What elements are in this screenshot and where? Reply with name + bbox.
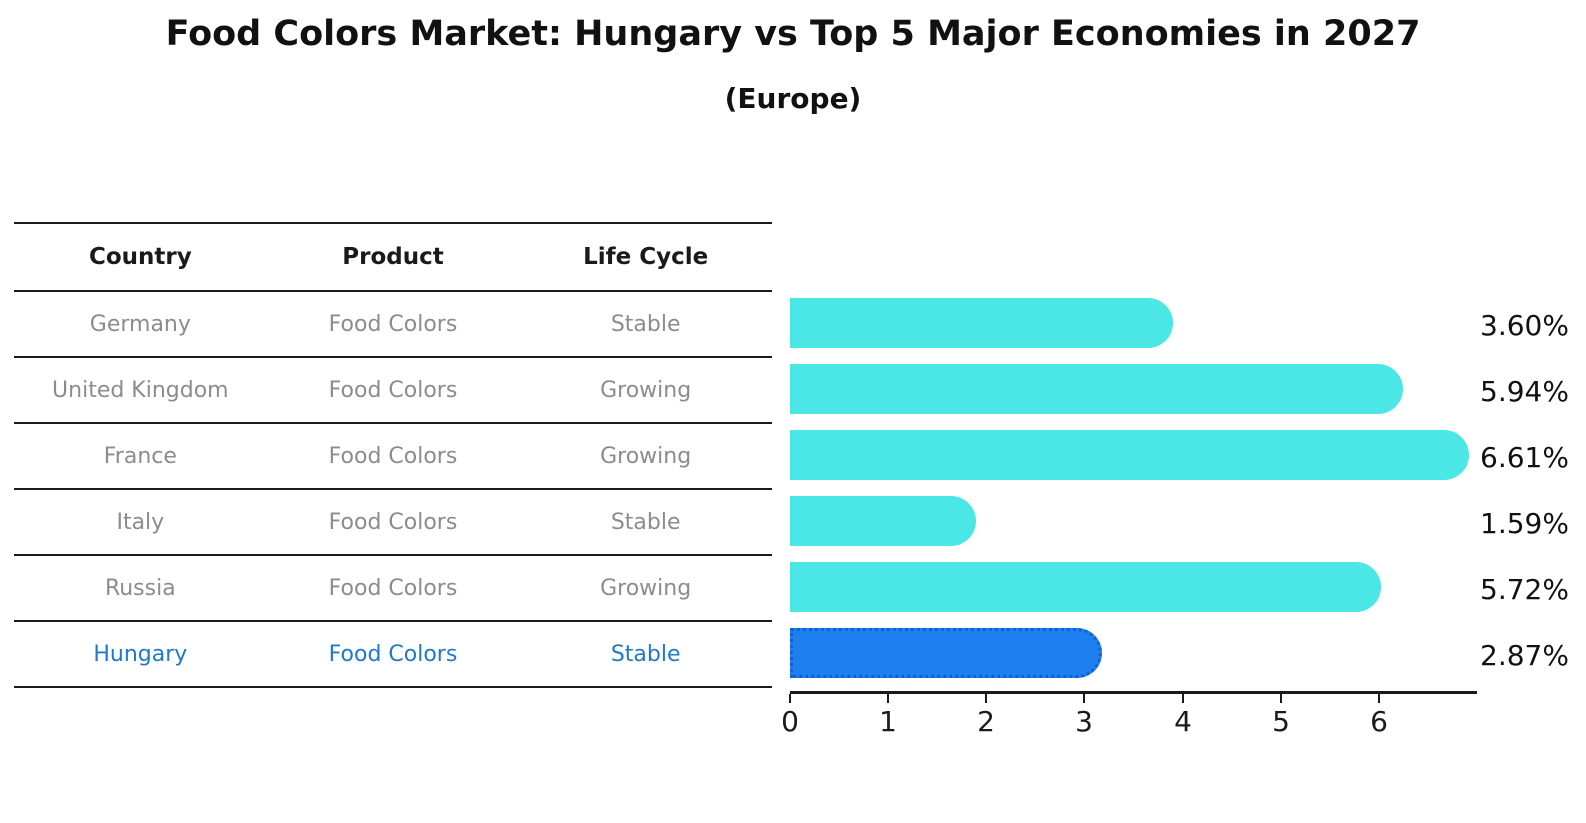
bars: [790, 290, 1490, 686]
x-axis-tick-label: 3: [1075, 705, 1093, 738]
country-table: Country Product Life Cycle Germany Food C…: [14, 222, 772, 688]
x-axis-tick-label: 1: [879, 705, 897, 738]
x-axis-tick: [1378, 694, 1380, 703]
x-axis-tick: [985, 694, 987, 703]
table-cell-life-cycle: Growing: [600, 377, 692, 403]
table-cell-life-cycle: Stable: [610, 509, 681, 535]
table-cell-country: United Kingdom: [52, 377, 229, 403]
x-axis-tick: [789, 694, 791, 703]
table-cell-country: France: [103, 443, 177, 469]
table-cell-product: Food Colors: [328, 575, 458, 601]
bar-germany: [790, 298, 1173, 348]
table-cell-product: Food Colors: [328, 509, 458, 535]
x-axis: 0 1 2 3 4 5 6: [781, 691, 1477, 741]
bar-row: [790, 422, 1490, 488]
value-label: 1.59%: [1480, 506, 1569, 540]
table-cell-country: Hungary: [93, 641, 188, 667]
bar-row: [790, 554, 1490, 620]
table-cell-product: Food Colors: [328, 377, 458, 403]
table-cell-life-cycle: Stable: [610, 311, 681, 337]
table-row: France Food Colors Growing: [14, 424, 772, 490]
table-cell-life-cycle: Growing: [600, 575, 692, 601]
bar-united-kingdom: [790, 364, 1403, 414]
value-labels: 3.60% 5.94% 6.61% 1.59% 5.72% 2.87%: [1480, 292, 1584, 688]
x-axis-tick-label: 0: [781, 705, 799, 738]
chart-subtitle: (Europe): [724, 82, 862, 115]
table-header-country: Country: [88, 244, 192, 270]
bar-row: [790, 290, 1490, 356]
table-row: Germany Food Colors Stable: [14, 292, 772, 358]
bar-france: [790, 430, 1469, 480]
table-cell-product: Food Colors: [328, 443, 458, 469]
table-cell-country: Russia: [104, 575, 176, 601]
table-row: Russia Food Colors Growing: [14, 556, 772, 622]
table-row: Italy Food Colors Stable: [14, 490, 772, 556]
value-label: 5.72%: [1480, 572, 1569, 606]
x-axis-tick-label: 6: [1370, 705, 1388, 738]
bar-row: [790, 488, 1490, 554]
table-row-highlight: Hungary Food Colors Stable: [14, 622, 772, 686]
table-cell-life-cycle: Stable: [610, 641, 681, 667]
chart-title: Food Colors Market: Hungary vs Top 5 Maj…: [165, 14, 1421, 54]
x-axis-tick: [1182, 694, 1184, 703]
bar-italy: [790, 496, 976, 546]
table-header-row: Country Product Life Cycle: [14, 224, 772, 292]
table-cell-country: Italy: [116, 509, 165, 535]
x-axis-tick-label: 5: [1272, 705, 1290, 738]
x-axis-tick-label: 2: [977, 705, 995, 738]
table-header-product: Product: [342, 244, 444, 270]
value-label: 2.87%: [1480, 638, 1569, 672]
table-cell-product: Food Colors: [328, 641, 458, 667]
table-cell-product: Food Colors: [328, 311, 458, 337]
x-axis-tick: [887, 694, 889, 703]
bar-row: [790, 356, 1490, 422]
table-rows: Germany Food Colors Stable United Kingdom Fo…: [14, 292, 772, 686]
table-cell-country: Germany: [89, 311, 191, 337]
table-cell-life-cycle: Growing: [600, 443, 692, 469]
x-axis-tick: [1083, 694, 1085, 703]
bar-russia: [790, 562, 1381, 612]
value-label: 3.60%: [1480, 308, 1569, 342]
x-axis-tick-label: 4: [1174, 705, 1192, 738]
table-row: United Kingdom Food Colors Growing: [14, 358, 772, 424]
value-label: 6.61%: [1480, 440, 1569, 474]
bar-hungary: [790, 628, 1102, 678]
table-header-life-cycle: Life Cycle: [583, 244, 709, 270]
value-label: 5.94%: [1480, 374, 1569, 408]
bar-row: [790, 620, 1490, 686]
x-axis-tick: [1280, 694, 1282, 703]
x-axis-line: [790, 691, 1477, 694]
